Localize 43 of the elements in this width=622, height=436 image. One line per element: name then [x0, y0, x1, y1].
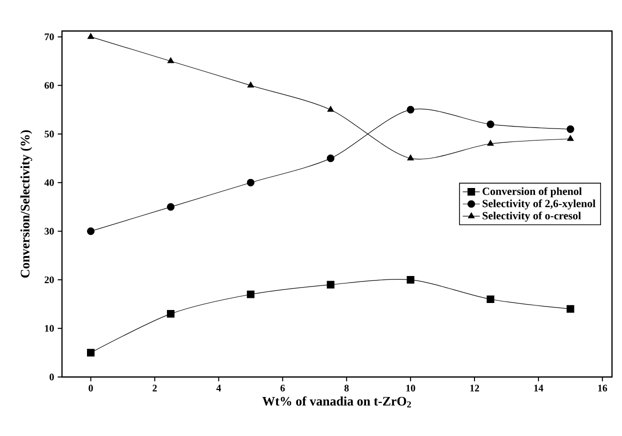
- point: [86, 348, 95, 356]
- y-tick-label: 70: [44, 33, 54, 40]
- point: [566, 305, 574, 313]
- point: [86, 227, 95, 235]
- point: [167, 57, 174, 64]
- y-axis-title: Conversion/Selectivity (%): [20, 130, 32, 278]
- point: [166, 203, 175, 211]
- y-tick-label: 40: [44, 179, 54, 186]
- x-tick-label: 12: [470, 384, 480, 392]
- y-tick-label: 20: [44, 276, 54, 284]
- point: [87, 33, 94, 39]
- x-tick-label: 16: [598, 384, 608, 392]
- x-tick-label: 2: [152, 384, 157, 392]
- point: [486, 120, 494, 128]
- y-tick-label: 60: [44, 82, 54, 89]
- point: [407, 154, 414, 160]
- x-tick-label: 0: [88, 384, 93, 392]
- point: [327, 106, 334, 112]
- legend-label: Selectivity of o-cresol: [482, 212, 581, 222]
- point: [406, 276, 414, 284]
- x-tick-label: 4: [216, 384, 221, 392]
- point: [406, 106, 414, 114]
- point: [567, 135, 574, 141]
- legend-label: Selectivity of 2,6-xylenol: [482, 199, 596, 210]
- x-tick-label: 6: [280, 384, 285, 392]
- point: [326, 280, 334, 288]
- y-tick-label: 10: [45, 325, 54, 332]
- point: [246, 290, 254, 298]
- y-tick-label: 50: [44, 130, 54, 138]
- x-tick-label: 8: [344, 384, 349, 392]
- point: [566, 125, 574, 133]
- point: [166, 310, 175, 318]
- x-axis-title: Wt% of vanadia on t-ZrO$_{2}$: [262, 396, 411, 408]
- legend-label: Conversion of phenol: [482, 187, 582, 198]
- point: [246, 178, 254, 186]
- point: [487, 140, 494, 146]
- point: [326, 154, 334, 162]
- y-tick-label: 30: [44, 228, 54, 235]
- x-tick-label: 14: [534, 384, 544, 392]
- point: [247, 82, 254, 88]
- x-tick-label: 10: [406, 384, 416, 392]
- point: [486, 295, 494, 304]
- y-tick-label: 0: [50, 374, 54, 380]
